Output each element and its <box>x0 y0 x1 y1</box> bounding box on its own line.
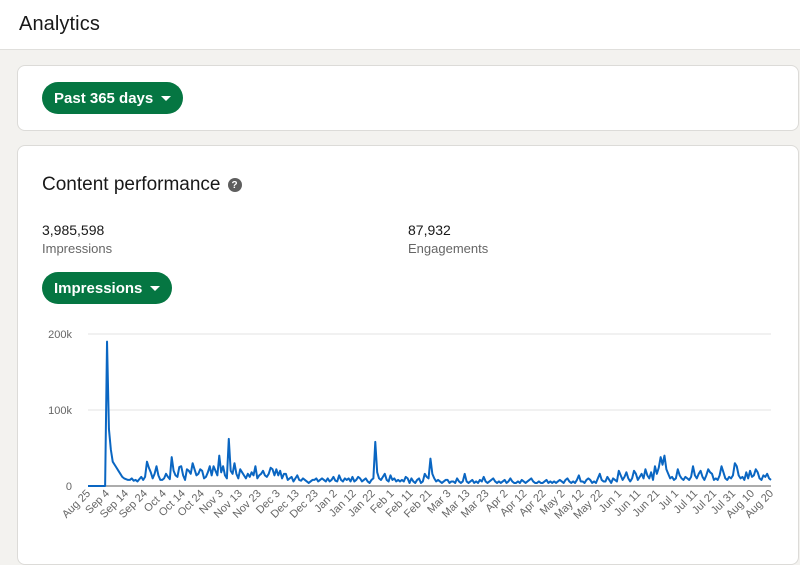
question-circle-icon[interactable]: ? <box>227 178 242 192</box>
date-range-label: Past 365 days <box>54 89 154 107</box>
page-header: Analytics <box>0 0 800 50</box>
metric-label: Impressions <box>42 241 113 256</box>
content-performance-heading: Content performance ? <box>42 174 242 196</box>
impressions-series-line <box>88 340 772 487</box>
caret-down-icon <box>150 285 161 291</box>
impressions-metric: 3,985,598 Impressions <box>42 222 112 256</box>
y-tick-label: 200k <box>48 329 72 341</box>
page-title: Analytics <box>19 13 100 35</box>
metric-selector-label: Impressions <box>54 279 143 297</box>
metric-selector-dropdown[interactable]: Impressions <box>42 272 173 304</box>
metric-value: 87,932 <box>408 222 451 238</box>
filter-card: Past 365 days <box>17 65 799 131</box>
metric-label: Engagements <box>408 241 489 256</box>
y-tick-label: 0 <box>66 481 72 493</box>
date-range-dropdown[interactable]: Past 365 days <box>42 82 184 114</box>
engagements-metric: 87,932 Engagements <box>408 222 488 256</box>
caret-down-icon <box>161 95 172 101</box>
y-tick-label: 100k <box>48 405 72 417</box>
chart-gridlines <box>88 333 771 487</box>
content-performance-card: Content performance ? 3,985,598 Impressi… <box>17 145 799 565</box>
section-title: Content performance <box>42 174 221 195</box>
metric-value: 3,985,598 <box>42 222 105 238</box>
y-axis-ticks: 0 100k 200k <box>48 329 72 493</box>
